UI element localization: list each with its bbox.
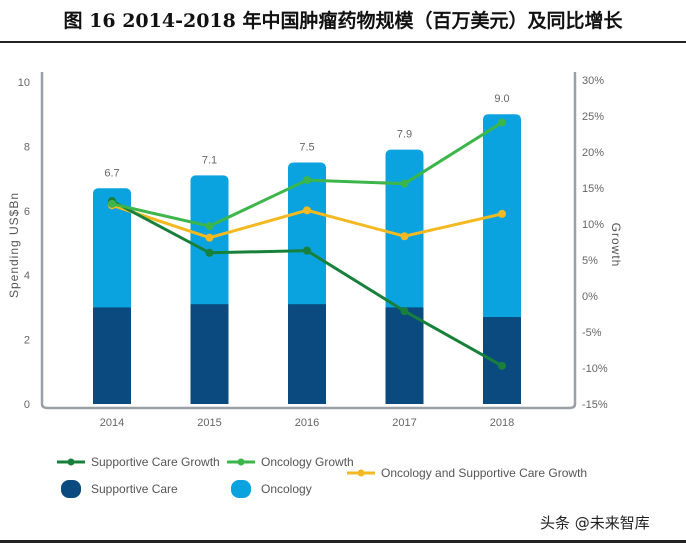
y2-tick-label: -15%: [582, 399, 608, 411]
legend-marker: [67, 458, 75, 466]
watermark: 头条 @未来智库: [540, 514, 650, 532]
point-oncology-growth: [498, 118, 506, 127]
legend-box-swatch: [231, 480, 251, 498]
bar-total-label: 6.7: [104, 167, 119, 179]
legend-label: Oncology and Supportive Care Growth: [381, 466, 587, 480]
point-oncology-growth: [400, 179, 409, 188]
legend-label: Supportive Care: [91, 482, 178, 496]
bar-oncology: [385, 149, 424, 312]
legend-label: Oncology Growth: [261, 455, 354, 469]
y2-tick-label: 30%: [582, 75, 604, 87]
x-tick-label: 2016: [295, 417, 319, 429]
point-oncology-growth: [303, 176, 311, 185]
y2-tick-label: 25%: [582, 111, 604, 123]
x-tick-label: 2015: [197, 417, 221, 429]
y2-tick-label: 5%: [582, 255, 598, 267]
bar-supportive-care: [93, 307, 131, 404]
point-oncology-and-supportive-care-growth: [400, 232, 409, 241]
y-tick-label: 2: [24, 335, 30, 347]
point-supportive-care-growth: [400, 307, 409, 316]
y2-tick-label: 15%: [582, 183, 604, 195]
bar-oncology: [93, 188, 131, 312]
bar-total-label: 7.9: [397, 129, 412, 141]
y2-tick-label: 20%: [582, 147, 604, 159]
bar-total-label: 9.0: [494, 93, 509, 105]
y-tick-label: 8: [24, 141, 30, 153]
y-axis-label: Spending US$Bn: [7, 192, 21, 298]
x-tick-label: 2014: [100, 417, 124, 429]
bar-supportive-care: [288, 304, 326, 404]
bar-supportive-care: [385, 307, 424, 404]
legend-label: Supportive Care Growth: [91, 455, 220, 469]
y2-tick-label: -5%: [582, 327, 602, 339]
legend-box-swatch: [61, 480, 81, 498]
y-tick-label: 4: [24, 270, 30, 282]
point-supportive-care-growth: [303, 246, 311, 255]
y-tick-label: 0: [24, 399, 30, 411]
top-rule: [0, 41, 686, 43]
x-tick-label: 2017: [392, 417, 416, 429]
bottom-rule: [0, 540, 686, 543]
legend-label: Oncology: [261, 482, 312, 496]
y2-axis-label: Growth: [609, 223, 623, 268]
point-supportive-care-growth: [498, 361, 506, 370]
legend-marker: [237, 458, 245, 466]
bar-supportive-care: [190, 304, 229, 404]
point-supportive-care-growth: [205, 248, 214, 257]
y-tick-label: 10: [18, 77, 30, 89]
y2-tick-label: 10%: [582, 219, 604, 231]
point-oncology-and-supportive-care-growth: [303, 206, 311, 215]
legend-marker: [357, 469, 365, 477]
axes-frame: [40, 72, 577, 410]
point-oncology-growth: [108, 199, 116, 208]
y-tick-label: 6: [24, 206, 30, 218]
x-tick-label: 2018: [490, 417, 514, 429]
bar-total-label: 7.5: [299, 142, 314, 154]
point-oncology-and-supportive-care-growth: [205, 233, 214, 242]
bar-total-label: 7.1: [202, 154, 217, 166]
bar-supportive-care: [483, 317, 521, 404]
point-oncology-and-supportive-care-growth: [498, 209, 506, 218]
y2-tick-label: -10%: [582, 363, 608, 375]
y2-tick-label: 0%: [582, 291, 598, 303]
bar-oncology: [288, 162, 326, 309]
figure-title: 图 16 2014-2018 年中国肿瘤药物规模（百万美元）及同比增长: [63, 10, 623, 32]
bar-oncology: [190, 175, 229, 309]
point-oncology-growth: [205, 222, 214, 231]
